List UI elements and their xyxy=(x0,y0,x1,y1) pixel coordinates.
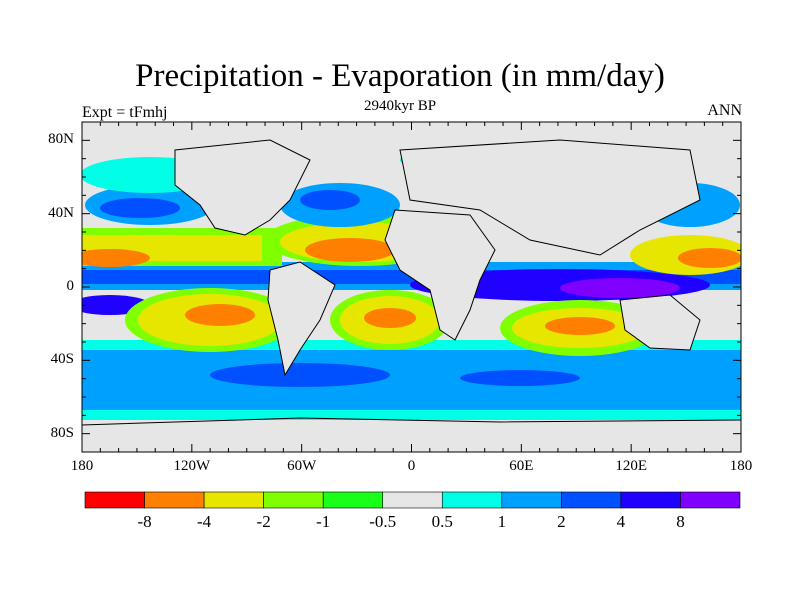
land-mask xyxy=(82,140,741,452)
x-tick-label: 60W xyxy=(287,458,317,474)
colorbar-label: -1 xyxy=(316,512,331,531)
australia xyxy=(620,295,700,350)
colorbar-box xyxy=(441,491,503,509)
chart-title: Precipitation - Evaporation (in mm/day) xyxy=(135,58,665,94)
colorbar-label: -8 xyxy=(137,512,152,531)
coastlines xyxy=(82,139,741,426)
colorbar-box xyxy=(203,491,264,509)
colorbar-box xyxy=(561,491,622,509)
colorbar-box xyxy=(322,491,384,509)
y-tick-label: 0 xyxy=(66,278,75,294)
colorbar-label: 8 xyxy=(676,512,685,531)
colorbar-box xyxy=(620,491,681,509)
colorbar-label: 0.5 xyxy=(431,512,453,531)
antarctica xyxy=(82,420,741,452)
north-america xyxy=(175,140,310,235)
y-tick-label: 40S xyxy=(50,351,74,368)
colorbar xyxy=(84,491,741,509)
x-tick-label: 0 xyxy=(407,458,416,474)
x-tick-label: 180 xyxy=(729,458,753,474)
colorbar-label: -2 xyxy=(256,512,271,531)
y-tick-label: 80N xyxy=(48,131,74,148)
chart-subtitle: 2940kyr BP xyxy=(363,98,437,114)
experiment-label: Expt = tFmhj xyxy=(82,104,168,121)
southern-ocean-band xyxy=(82,345,741,415)
x-tick-label: 60E xyxy=(509,458,534,474)
colorbar-box xyxy=(263,491,324,509)
x-tick-label: 120W xyxy=(173,458,211,474)
y-tick-label: 80S xyxy=(50,424,74,441)
field-layer xyxy=(82,122,741,452)
colorbar-label: 2 xyxy=(557,512,566,531)
season-label: ANN xyxy=(707,102,742,119)
colorbar-box xyxy=(501,491,562,509)
colorbar-box xyxy=(144,491,205,509)
colorbar-label: 4 xyxy=(616,512,626,531)
africa xyxy=(385,210,495,340)
colorbar-box xyxy=(84,491,145,509)
colorbar-label: -0.5 xyxy=(369,512,397,531)
eurasia xyxy=(400,140,700,255)
y-tick-label: 40N xyxy=(48,204,74,221)
colorbar-label: -4 xyxy=(196,512,212,531)
axis-ticks xyxy=(81,121,742,453)
colorbar-box xyxy=(382,491,443,509)
south-america xyxy=(268,262,335,375)
x-tick-label: 180 xyxy=(70,458,94,474)
x-tick-label: 120E xyxy=(615,458,647,474)
colorbar-box xyxy=(680,491,741,509)
colorbar-label: 1 xyxy=(497,512,507,531)
